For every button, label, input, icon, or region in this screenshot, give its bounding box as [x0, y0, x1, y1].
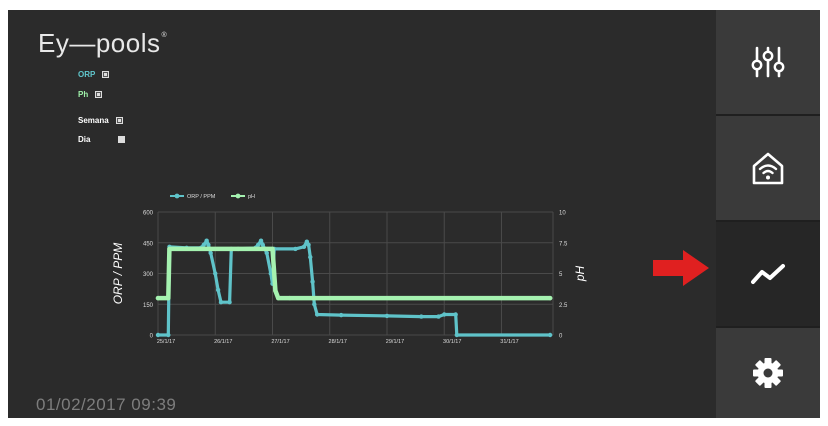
data-point — [273, 288, 278, 293]
option-orp[interactable]: ORP — [78, 70, 110, 79]
data-point — [218, 300, 224, 305]
data-point — [547, 332, 553, 338]
data-point — [293, 246, 298, 252]
data-point — [384, 313, 390, 319]
option-semana[interactable]: Semana — [78, 116, 123, 125]
option-orp-checkbox[interactable] — [102, 71, 110, 78]
device-screen: Ey—pools® ORP Ph Semana Dia 0 150 300 450 60… — [8, 10, 820, 418]
data-point — [155, 332, 161, 338]
logo-text: Ey—pools — [38, 28, 161, 58]
y-left-axis-title: ORP / PPM — [111, 243, 125, 305]
data-point — [442, 312, 447, 317]
trend-icon — [751, 264, 785, 284]
x-tick-label: 28/1/17 — [329, 339, 347, 345]
legend-marker — [235, 193, 241, 199]
y-right-tick-label: 7.5 — [559, 241, 568, 247]
x-tick-label: 29/1/17 — [386, 339, 404, 345]
option-dia[interactable]: Dia — [78, 135, 126, 144]
option-semana-checkbox[interactable] — [115, 117, 123, 124]
y-right-axis-title: pH — [573, 265, 587, 282]
data-point — [201, 242, 206, 247]
data-point — [208, 250, 213, 256]
legend-marker — [174, 193, 180, 199]
data-point — [436, 314, 441, 319]
home-wifi-icon — [752, 152, 784, 185]
data-point — [306, 242, 311, 247]
data-point — [547, 295, 553, 301]
sidebar-item-settings[interactable] — [716, 10, 820, 114]
data-point — [166, 295, 171, 301]
data-point — [264, 250, 269, 256]
arrow-right-icon — [653, 250, 709, 286]
series-line-orp — [156, 239, 552, 337]
data-point — [338, 312, 344, 318]
gear-icon — [753, 358, 783, 388]
data-point — [204, 238, 209, 243]
y-left-tick-label: 600 — [143, 211, 154, 217]
x-tick-label: 27/1/17 — [271, 339, 289, 345]
x-tick-label: 26/1/17 — [214, 339, 232, 345]
logo-registered-mark: ® — [161, 32, 168, 39]
data-point — [206, 242, 211, 247]
data-point — [227, 300, 232, 305]
y-right-tick-label: 5 — [559, 272, 563, 278]
y-right-tick-label: 2.5 — [559, 303, 568, 309]
main-panel: Ey—pools® ORP Ph Semana Dia 0 150 300 450 60… — [8, 10, 716, 418]
data-point — [453, 312, 458, 317]
x-tick-label: 30/1/17 — [443, 339, 461, 345]
data-point — [287, 295, 292, 301]
option-dia-label: Dia — [78, 135, 91, 144]
option-orp-label: ORP — [78, 70, 96, 79]
x-tick-label: 25/1/17 — [157, 339, 175, 345]
option-dia-checkbox[interactable] — [118, 136, 126, 143]
data-point — [167, 246, 172, 252]
data-point — [308, 254, 313, 260]
data-point — [419, 314, 424, 319]
x-tick-label: 31/1/17 — [500, 339, 518, 345]
orp-ph-chart: 0 150 300 450 600 0 2.5 5 7.5 10 25/1/17 26/1/17 27/… — [111, 193, 587, 345]
data-point — [310, 279, 315, 284]
data-point — [255, 242, 261, 247]
brand-logo: Ey—pools® — [38, 28, 168, 59]
sidebar-item-home-wifi[interactable] — [716, 116, 820, 220]
y-left-tick-label: 0 — [150, 334, 154, 340]
datetime-display: 01/02/2017 09:39 — [36, 395, 177, 414]
data-point — [276, 295, 281, 301]
data-point — [314, 312, 320, 317]
sliders-icon — [751, 46, 785, 78]
data-point — [258, 238, 264, 243]
sidebar-item-charts[interactable] — [716, 222, 820, 326]
data-point — [301, 244, 307, 250]
data-point — [213, 271, 218, 276]
data-point — [215, 287, 221, 293]
data-point — [312, 302, 317, 307]
option-ph-checkbox[interactable] — [95, 91, 103, 98]
data-point — [260, 242, 265, 247]
sidebar-item-config[interactable] — [716, 328, 820, 418]
y-right-tick-label: 0 — [559, 334, 563, 340]
data-point — [454, 332, 460, 338]
data-point — [155, 295, 161, 301]
legend-label: ORP / PPM — [187, 194, 216, 200]
option-ph-label: Ph — [78, 90, 89, 99]
sidebar-nav — [716, 10, 820, 418]
data-point — [166, 332, 171, 338]
legend-label: pH — [248, 194, 255, 200]
option-semana-label: Semana — [78, 116, 109, 125]
y-left-tick-label: 300 — [143, 272, 154, 278]
y-right-tick-label: 10 — [559, 211, 566, 217]
option-ph[interactable]: Ph — [78, 90, 103, 99]
data-point — [270, 246, 275, 252]
y-left-tick-label: 450 — [143, 241, 154, 247]
y-left-tick-label: 150 — [143, 303, 154, 309]
